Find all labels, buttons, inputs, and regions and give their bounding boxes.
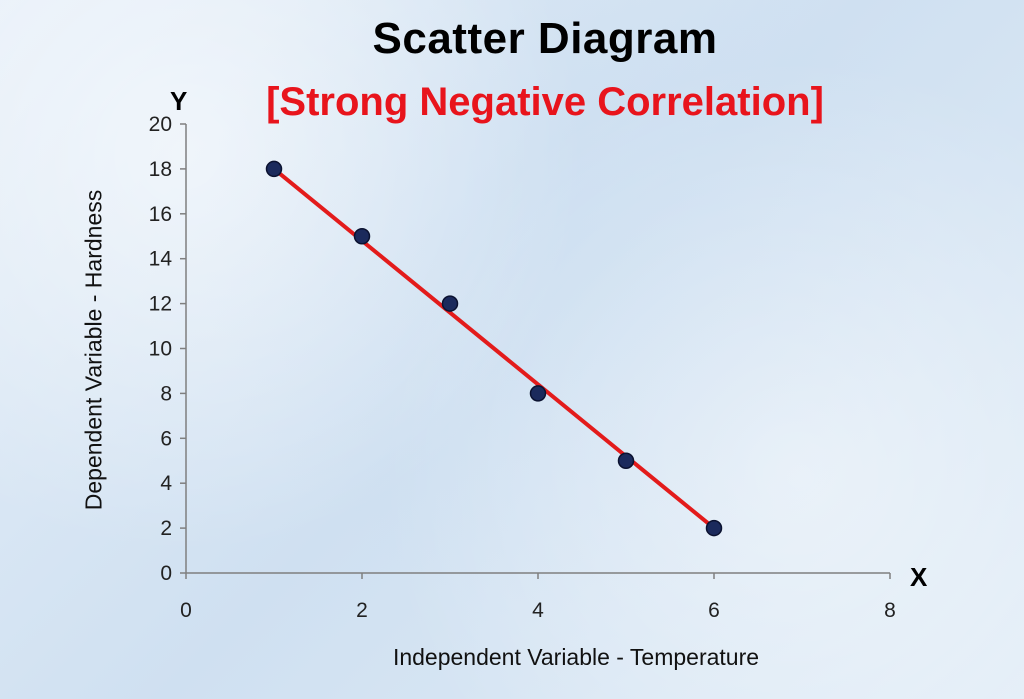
x-tick-label: 0 bbox=[180, 599, 192, 622]
x-tick-label: 8 bbox=[884, 599, 896, 622]
data-point bbox=[705, 519, 723, 537]
data-point bbox=[617, 452, 635, 469]
chart-subtitle: [Strong Negative Correlation] bbox=[266, 80, 824, 124]
y-tick-label: 18 bbox=[149, 158, 172, 181]
y-tick-label: 10 bbox=[149, 338, 172, 361]
y-tick-label: 2 bbox=[160, 517, 172, 540]
x-tick-label: 6 bbox=[708, 599, 720, 622]
data-point bbox=[529, 385, 547, 402]
y-tick-label: 20 bbox=[149, 113, 172, 136]
y-tick-label: 16 bbox=[149, 203, 172, 226]
data-point bbox=[441, 295, 459, 312]
y-tick-label: 12 bbox=[149, 293, 172, 316]
y-tick-label: 6 bbox=[160, 427, 172, 450]
trend-line bbox=[272, 166, 716, 531]
x-axis-letter: X bbox=[910, 562, 928, 592]
data-point bbox=[265, 160, 283, 178]
y-tick-label: 0 bbox=[160, 562, 172, 585]
x-tick-label: 4 bbox=[532, 599, 544, 622]
trend-line-layer bbox=[272, 166, 716, 531]
axes: 0 2 4 6 8 10 12 14 16 18 20 0 2 4 6 8 bbox=[149, 113, 896, 622]
y-tick-label: 8 bbox=[160, 382, 172, 405]
data-points bbox=[265, 160, 723, 537]
y-tick-label: 14 bbox=[149, 248, 173, 271]
x-tick-label: 2 bbox=[356, 599, 368, 622]
x-axis-label: Independent Variable - Temperature bbox=[392, 644, 760, 670]
y-axis-letter: Y bbox=[170, 86, 188, 116]
data-point bbox=[353, 228, 371, 245]
chart-title: Scatter Diagram bbox=[372, 14, 718, 63]
y-tick-label: 4 bbox=[160, 472, 172, 495]
